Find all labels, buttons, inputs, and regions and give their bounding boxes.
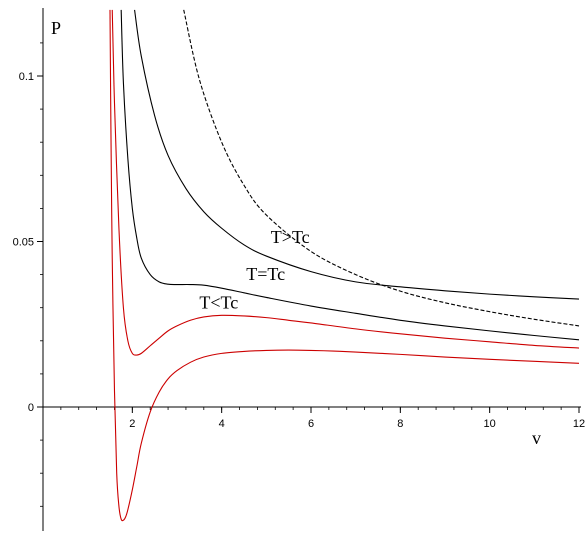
x-tick-label: 2	[129, 418, 135, 430]
y-tick-label: 0.05	[13, 237, 34, 249]
isotherm-curve-1	[183, 9, 580, 327]
curve-annotation: T<Tc	[199, 292, 238, 312]
isotherm-curve-5	[109, 9, 580, 522]
x-tick-label: 4	[219, 418, 225, 430]
x-tick-label: 6	[308, 418, 314, 430]
y-tick-label: 0.1	[19, 71, 34, 83]
curve-annotation: T>Tc	[271, 227, 310, 247]
isotherm-curve-4	[111, 9, 580, 356]
curves	[109, 9, 580, 522]
y-tick-label: 0	[28, 402, 34, 414]
y-axis-label: P	[51, 18, 61, 38]
annotations: T>Tc T=Tc T<Tc	[199, 227, 309, 312]
x-axis-label: v	[532, 428, 541, 448]
x-tick-label: 12	[573, 418, 585, 430]
x-tick-label: 10	[484, 418, 496, 430]
isotherm-curve-2	[134, 9, 580, 300]
curve-annotation: T=Tc	[246, 264, 285, 284]
x-tick-label: 8	[397, 418, 403, 430]
isotherm-curve-3	[120, 9, 580, 341]
axes: 2 4 6 8 10 12 0 0.05 0.1	[13, 8, 585, 531]
